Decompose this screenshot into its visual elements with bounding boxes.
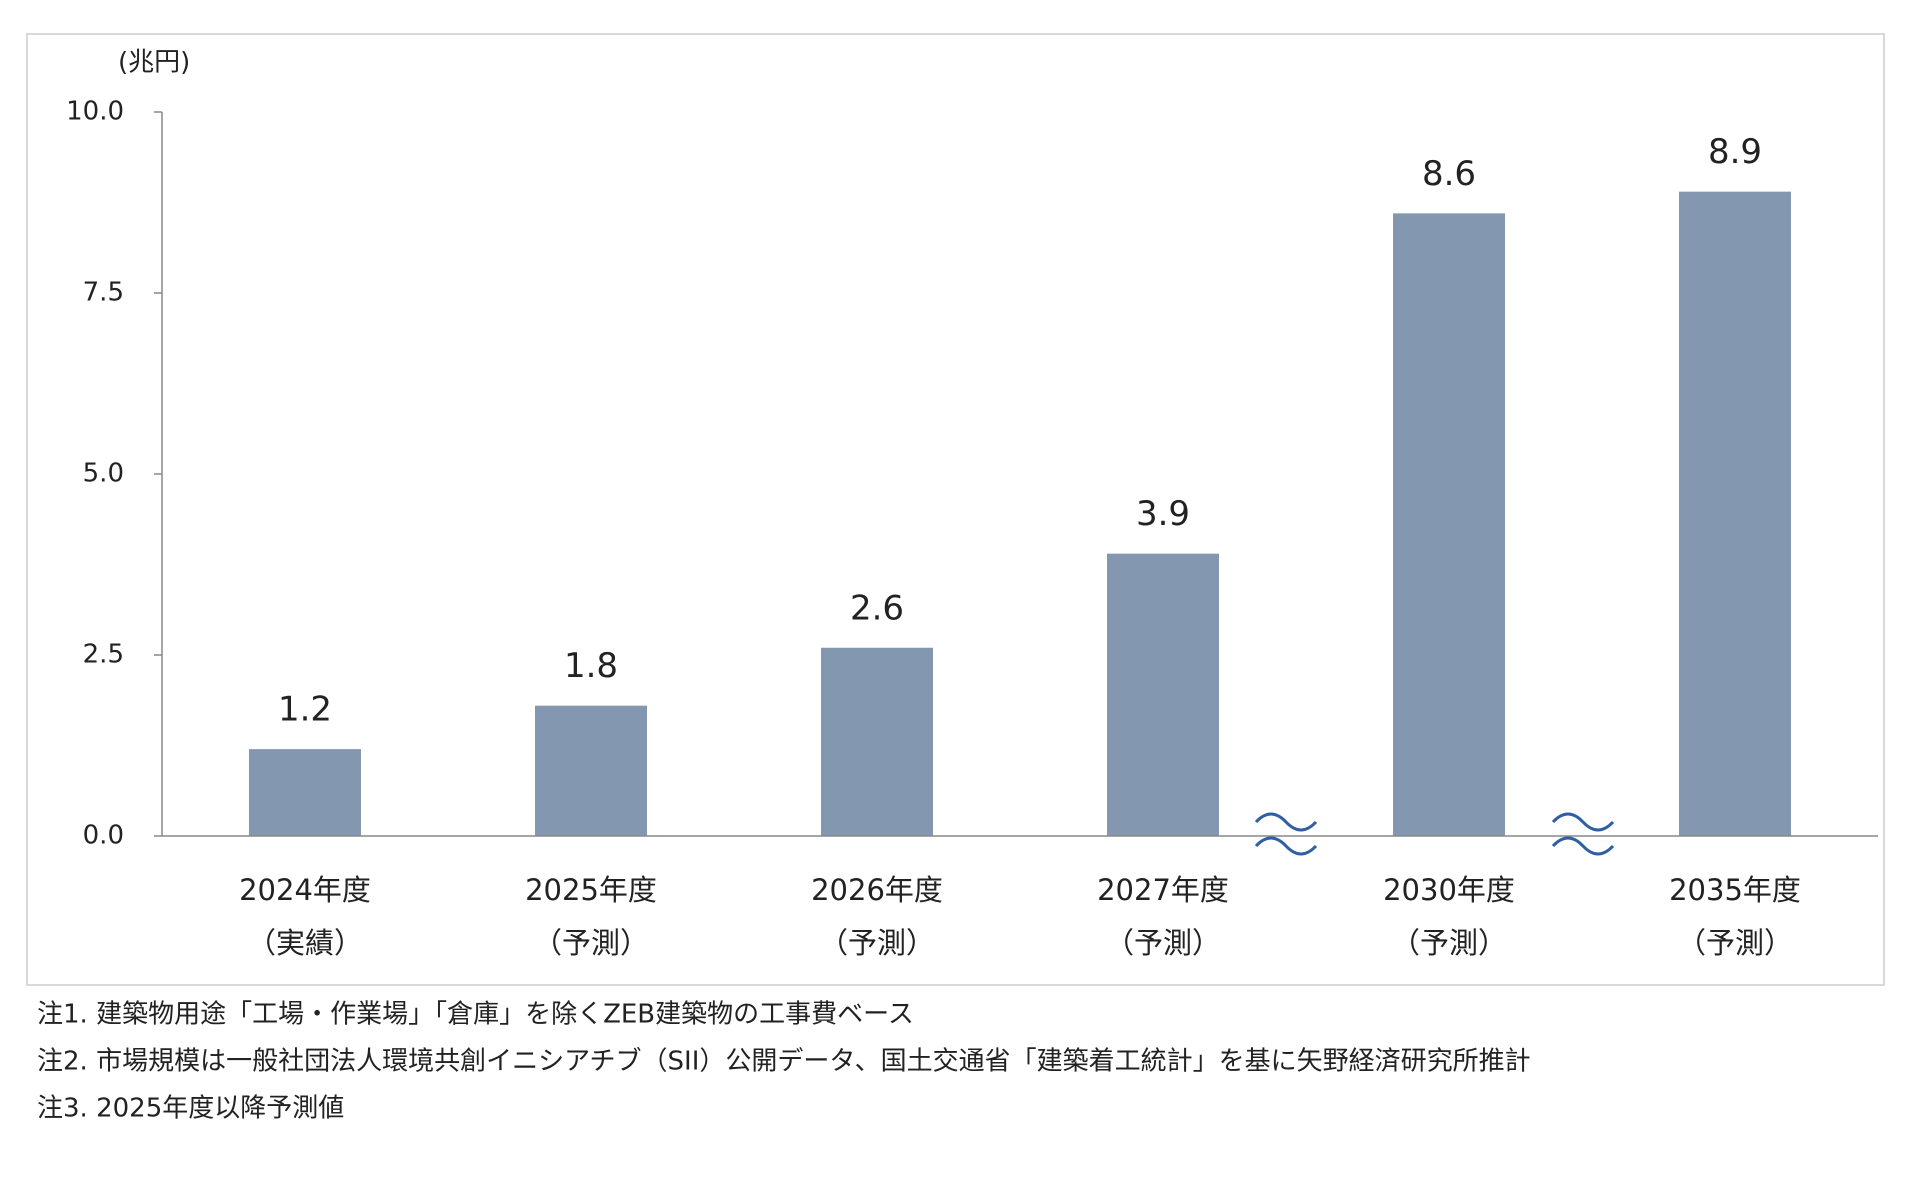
value-label: 8.6 bbox=[1422, 154, 1476, 194]
x-tick-label: （予測） bbox=[1105, 926, 1221, 960]
x-tick-label: （実績） bbox=[247, 926, 363, 960]
x-tick-label: 2026年度 bbox=[811, 873, 943, 907]
y-tick-label: 7.5 bbox=[83, 278, 124, 308]
x-tick-label: 2027年度 bbox=[1097, 873, 1229, 907]
value-label: 3.9 bbox=[1136, 494, 1190, 534]
y-tick-label: 0.0 bbox=[83, 821, 124, 851]
x-tick-label: （予測） bbox=[533, 926, 649, 960]
note: 注1. 建築物用途「工場・作業場」「倉庫」を除くZEB建築物の工事費ベース bbox=[37, 1000, 914, 1030]
x-tick-label: （予測） bbox=[819, 926, 935, 960]
bar bbox=[249, 749, 361, 836]
bar bbox=[535, 705, 647, 836]
bar bbox=[1679, 191, 1791, 836]
value-label: 2.6 bbox=[850, 588, 904, 628]
bar bbox=[1107, 553, 1219, 836]
y-axis-unit: (兆円) bbox=[118, 48, 190, 78]
value-label: 1.8 bbox=[564, 646, 618, 686]
x-tick-label: （予測） bbox=[1391, 926, 1507, 960]
x-tick-label: 2024年度 bbox=[239, 873, 371, 907]
note: 注3. 2025年度以降予測値 bbox=[37, 1094, 344, 1124]
bar bbox=[821, 647, 933, 836]
value-label: 1.2 bbox=[278, 690, 332, 730]
axis-break bbox=[1254, 812, 1615, 856]
x-tick-label: （予測） bbox=[1677, 926, 1793, 960]
x-tick-label: 2030年度 bbox=[1383, 873, 1515, 907]
y-tick-label: 10.0 bbox=[66, 97, 124, 127]
bar bbox=[1393, 213, 1505, 837]
value-label: 8.9 bbox=[1708, 132, 1762, 172]
chart-frame bbox=[26, 33, 1885, 986]
note: 注2. 市場規模は一般社団法人環境共創イニシアチブ（SII）公開データ、国土交通… bbox=[37, 1047, 1531, 1077]
x-tick-label: 2035年度 bbox=[1669, 873, 1801, 907]
x-tick-label: 2025年度 bbox=[525, 873, 657, 907]
y-tick-label: 2.5 bbox=[83, 640, 124, 670]
y-tick-label: 5.0 bbox=[83, 459, 124, 489]
